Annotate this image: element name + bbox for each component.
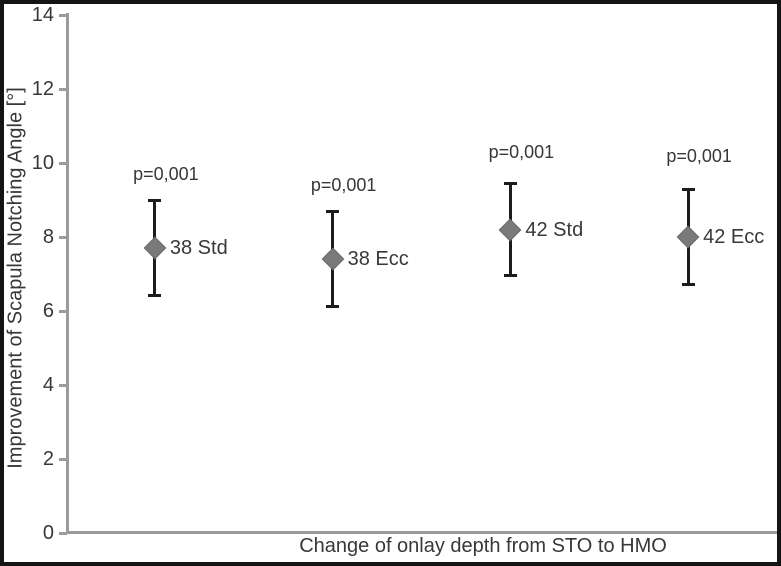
y-tick-label: 0 [42, 522, 54, 544]
x-axis-title: Change of onlay depth from STO to HMO [299, 535, 667, 557]
y-tick-mark [59, 309, 67, 313]
y-tick-mark [59, 531, 67, 535]
y-tick-mark [59, 13, 67, 17]
error-cap-top-38-ecc [326, 210, 340, 214]
y-tick-mark [59, 457, 67, 461]
y-tick-label: 6 [42, 300, 54, 322]
error-cap-bottom-42-std [503, 273, 517, 277]
error-cap-bottom-38-ecc [326, 305, 340, 309]
error-cap-bottom-38-std [148, 294, 162, 298]
x-axis-line [66, 531, 777, 534]
p-value-38-std: p=0,001 [133, 164, 199, 185]
p-value-42-std: p=0,001 [488, 141, 555, 162]
y-tick-label: 4 [42, 374, 54, 396]
y-axis-title: Improvement of Scapula Notching Angle [°… [4, 87, 27, 469]
y-tick-label: 2 [42, 448, 54, 470]
error-cap-top-42-ecc [681, 187, 695, 191]
point-label-42-std: 42 Std [525, 218, 584, 241]
y-tick-label: 8 [42, 226, 54, 248]
error-cap-top-38-std [148, 199, 162, 202]
p-value-38-ecc: p=0,001 [310, 175, 377, 196]
marker-38-std [143, 236, 167, 260]
marker-38-ecc [321, 247, 344, 271]
point-label-38-ecc: 38 Ecc [347, 248, 409, 271]
y-tick-label: 14 [31, 4, 54, 26]
y-axis-line [66, 13, 69, 534]
y-tick-label: 12 [31, 78, 54, 100]
p-value-42-ecc: p=0,001 [666, 145, 732, 166]
y-tick-mark [59, 161, 67, 165]
marker-42-std [499, 218, 522, 241]
y-tick-mark [59, 87, 67, 91]
error-cap-bottom-42-ecc [681, 283, 695, 287]
marker-42-ecc [676, 225, 700, 249]
y-tick-label: 10 [31, 152, 54, 174]
point-label-38-std: 38 Std [169, 237, 228, 260]
y-tick-mark [59, 235, 67, 239]
y-tick-mark [59, 383, 67, 387]
error-cap-top-42-std [503, 182, 517, 186]
point-label-42-ecc: 42 Ecc [703, 226, 765, 248]
